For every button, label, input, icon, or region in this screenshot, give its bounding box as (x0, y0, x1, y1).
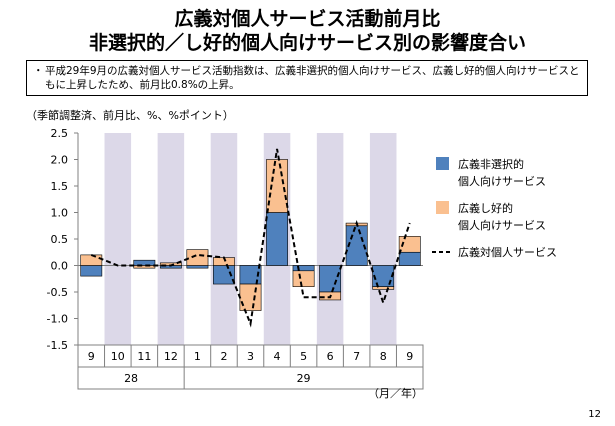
line-series-total (90, 148, 411, 328)
legend-label: 広義対個人サービス (458, 245, 557, 259)
y-tick-label: 0.0 (51, 260, 69, 273)
bar-segment-series1 (372, 265, 395, 288)
legend-swatch (436, 157, 449, 170)
x-tick-label: 2 (220, 350, 227, 363)
chart-title-line2: 非選択的／し好的個人向けサービス別の影響度合い (88, 32, 526, 54)
summary-note-box: ・ 平成29年9月の広義対個人サービス活動指数は、広義非選択的個人向けサービス、… (26, 60, 588, 96)
x-tick-label: 11 (137, 350, 151, 363)
x-tick-label: 9 (88, 350, 95, 363)
x-tick-label: 5 (300, 350, 307, 363)
y-tick-label: 2.5 (51, 127, 69, 140)
legend-label: 広義し好的 (458, 201, 513, 215)
bar-segment-series2 (186, 249, 209, 266)
chart-title-line1: 広義対個人サービス活動前月比 (174, 8, 441, 30)
x-tick-label: 7 (353, 350, 360, 363)
legend-swatch (436, 201, 449, 214)
bar-segment-series2 (80, 254, 103, 266)
legend-label: 個人向けサービス (458, 218, 546, 232)
bar-segment-series1 (398, 251, 421, 266)
bar-segment-series1 (266, 212, 288, 266)
shaded-column (316, 133, 344, 345)
bar-segment-series1 (319, 265, 342, 293)
x-tick-label: 9 (406, 350, 413, 363)
bar-segment-series1 (292, 265, 315, 272)
legend-label: 広義非選択的 (458, 157, 524, 171)
bar-segment-series2 (398, 236, 421, 253)
bar-segment-series1 (133, 259, 156, 266)
x-unit-label: （月／年） (368, 386, 423, 400)
bar-segment-series1 (186, 265, 209, 269)
x-year-label: 29 (297, 372, 311, 385)
bar-segment-series2 (266, 159, 288, 213)
x-tick-label: 10 (111, 350, 125, 363)
y-tick-label: -0.5 (47, 286, 68, 299)
x-tick-label: 3 (247, 350, 254, 363)
x-tick-label: 12 (164, 350, 178, 363)
shaded-column (104, 133, 132, 345)
x-tick-label: 6 (327, 350, 334, 363)
x-year-row (77, 366, 424, 390)
x-year-label: 28 (124, 372, 138, 385)
bar-segment-series2 (239, 283, 262, 311)
x-tick-label: 1 (194, 350, 201, 363)
y-tick-label: -1.5 (47, 339, 68, 352)
bar-segment-series1 (80, 265, 103, 277)
shaded-column (210, 133, 238, 345)
note-bullet: ・ (33, 65, 44, 77)
shaded-column (157, 133, 185, 345)
y-tick-label: 0.5 (51, 233, 69, 246)
legend-label: 個人向けサービス (458, 174, 546, 188)
y-tick-label: 2.0 (51, 154, 69, 167)
unit-note: （季節調整済、前月比、%、%ポイント） (26, 109, 234, 122)
y-tick-label: -1.0 (47, 313, 68, 326)
y-tick-label: 1.5 (51, 180, 69, 193)
shaded-column (369, 133, 397, 345)
x-tick-label: 4 (274, 350, 281, 363)
bar-segment-series2 (292, 270, 315, 287)
bar-segment-series2 (133, 265, 156, 269)
y-tick-label: 1.0 (51, 207, 69, 220)
page-number: 12 (588, 409, 601, 420)
bar-segment-series2 (372, 286, 395, 290)
x-tick-label: 8 (380, 350, 387, 363)
summary-note-text: 平成29年9月の広義対個人サービス活動指数は、広義非選択的個人向けサービス、広義… (45, 65, 580, 91)
